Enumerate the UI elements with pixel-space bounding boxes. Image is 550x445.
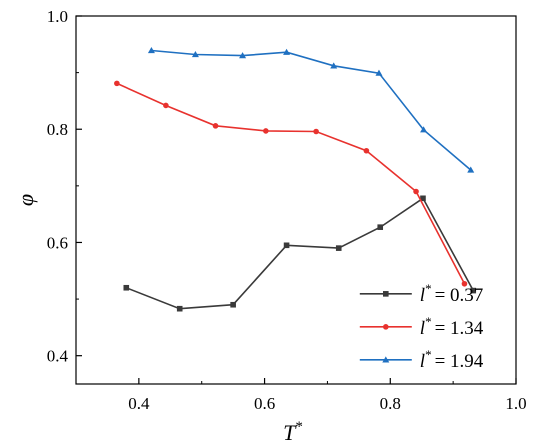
- x-tick-label: 0.4: [128, 394, 150, 413]
- data-point: [163, 102, 169, 109]
- legend-variable: l: [420, 351, 425, 372]
- series-line: [116, 82, 466, 285]
- data-point: [239, 52, 247, 59]
- legend-item: l* = 1.34: [359, 314, 484, 339]
- legend-item: l* = 1.94: [359, 347, 484, 372]
- series-group: [114, 80, 468, 287]
- axis-ticks: 0.4 0.6 0.8 1.0 0.4 0.6 0.8 1.0: [47, 7, 527, 413]
- data-point: [413, 188, 419, 195]
- series-layer: [114, 47, 477, 312]
- data-point: [467, 166, 475, 173]
- y-tick-label: 0.6: [47, 233, 68, 252]
- data-point: [176, 305, 183, 312]
- data-point: [330, 62, 338, 69]
- y-tick-label: 0.8: [47, 120, 68, 139]
- data-point: [382, 356, 390, 363]
- data-point: [114, 80, 120, 87]
- data-point: [212, 123, 219, 129]
- x-tick-label: 1.0: [505, 394, 526, 413]
- data-point: [470, 287, 477, 294]
- x-tick-label: 0.8: [380, 394, 401, 413]
- plot-frame: [75, 15, 517, 385]
- data-point: [375, 69, 383, 76]
- data-point: [230, 301, 236, 308]
- data-point: [420, 126, 428, 133]
- x-tick-label: 0.6: [254, 394, 275, 413]
- legend-superscript: *: [425, 347, 432, 362]
- series-group: [147, 47, 475, 173]
- legend-label: l* = 1.94: [420, 347, 484, 372]
- y-axis-label: φ: [13, 194, 38, 206]
- data-point: [191, 50, 199, 58]
- data-point: [283, 48, 291, 55]
- series-line: [126, 197, 475, 310]
- data-point: [461, 280, 468, 287]
- data-point: [283, 242, 290, 249]
- data-point: [313, 128, 319, 135]
- legend-value: = 0.37: [435, 285, 484, 306]
- data-point: [263, 128, 269, 134]
- data-point: [363, 147, 370, 154]
- legend-variable: l: [420, 318, 425, 339]
- legend-label: l* = 0.37: [420, 281, 484, 306]
- y-tick-label: 0.4: [47, 347, 69, 366]
- data-point: [377, 224, 384, 230]
- x-axis-label: T*: [283, 419, 303, 445]
- series-line: [151, 49, 472, 171]
- legend-item: l* = 0.37: [359, 281, 484, 306]
- legend-value: = 1.94: [435, 351, 484, 372]
- y-tick-label: 1.0: [47, 7, 68, 26]
- data-point: [147, 47, 155, 54]
- series-group: [123, 195, 477, 312]
- data-point: [335, 245, 342, 251]
- legend-superscript: *: [425, 281, 432, 296]
- legend-superscript: *: [425, 314, 432, 329]
- data-point: [123, 284, 130, 291]
- legend-label: l* = 1.34: [420, 314, 484, 339]
- legend: l* = 0.37l* = 1.34l* = 1.94: [359, 281, 484, 372]
- data-point: [383, 324, 389, 330]
- legend-value: = 1.34: [435, 318, 484, 339]
- data-point: [420, 195, 426, 202]
- data-point: [383, 291, 389, 297]
- legend-variable: l: [420, 285, 425, 306]
